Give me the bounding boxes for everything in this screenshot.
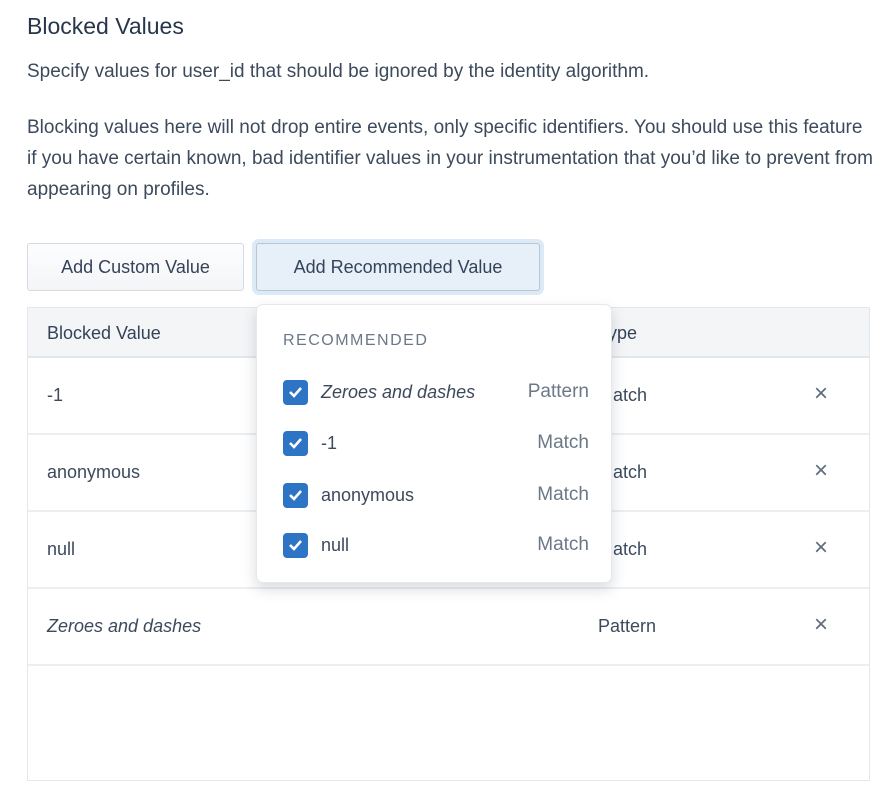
checkbox-checked-icon[interactable] [283, 379, 308, 405]
table-row: Zeroes and dashes Pattern × [28, 589, 869, 666]
option-type: Match [537, 484, 589, 505]
checkbox-checked-icon[interactable] [283, 482, 308, 508]
option-type: Pattern [527, 381, 589, 402]
remove-icon[interactable]: × [814, 611, 829, 638]
page-title: Blocked Values [27, 13, 184, 39]
row-value: -1 [47, 385, 64, 405]
add-recommended-value-button[interactable]: Add Recommended Value [256, 243, 540, 291]
option-label: -1 [321, 432, 338, 453]
option-type: Match [537, 432, 589, 453]
row-value: null [47, 539, 76, 559]
option-minus-one[interactable]: -1 Match [283, 428, 589, 458]
remove-icon[interactable]: × [814, 534, 829, 561]
header-blocked-value: Blocked Value [47, 323, 161, 343]
checkbox-checked-icon[interactable] [283, 430, 308, 456]
remove-icon[interactable]: × [814, 457, 829, 484]
option-type: Match [537, 534, 589, 555]
option-label: anonymous [321, 484, 415, 505]
add-custom-value-button[interactable]: Add Custom Value [27, 243, 244, 291]
option-null[interactable]: null Match [283, 530, 589, 560]
row-value: anonymous [47, 462, 141, 482]
remove-icon[interactable]: × [814, 380, 829, 407]
recommended-dropdown: RECOMMENDED Zeroes and dashes Pattern -1 M… [256, 304, 612, 583]
row-value: Zeroes and dashes [47, 616, 202, 636]
note: Blocking values here will not drop entir… [27, 117, 873, 200]
row-type: Pattern [598, 616, 657, 636]
option-anonymous[interactable]: anonymous Match [283, 480, 589, 510]
option-zeroes-and-dashes[interactable]: Zeroes and dashes Pattern [283, 377, 589, 407]
dropdown-header: RECOMMENDED [283, 332, 429, 349]
option-label: Zeroes and dashes [321, 381, 476, 402]
checkbox-checked-icon[interactable] [283, 532, 308, 558]
description: Specify values for user_id that should b… [27, 61, 650, 82]
option-label: null [321, 534, 350, 555]
